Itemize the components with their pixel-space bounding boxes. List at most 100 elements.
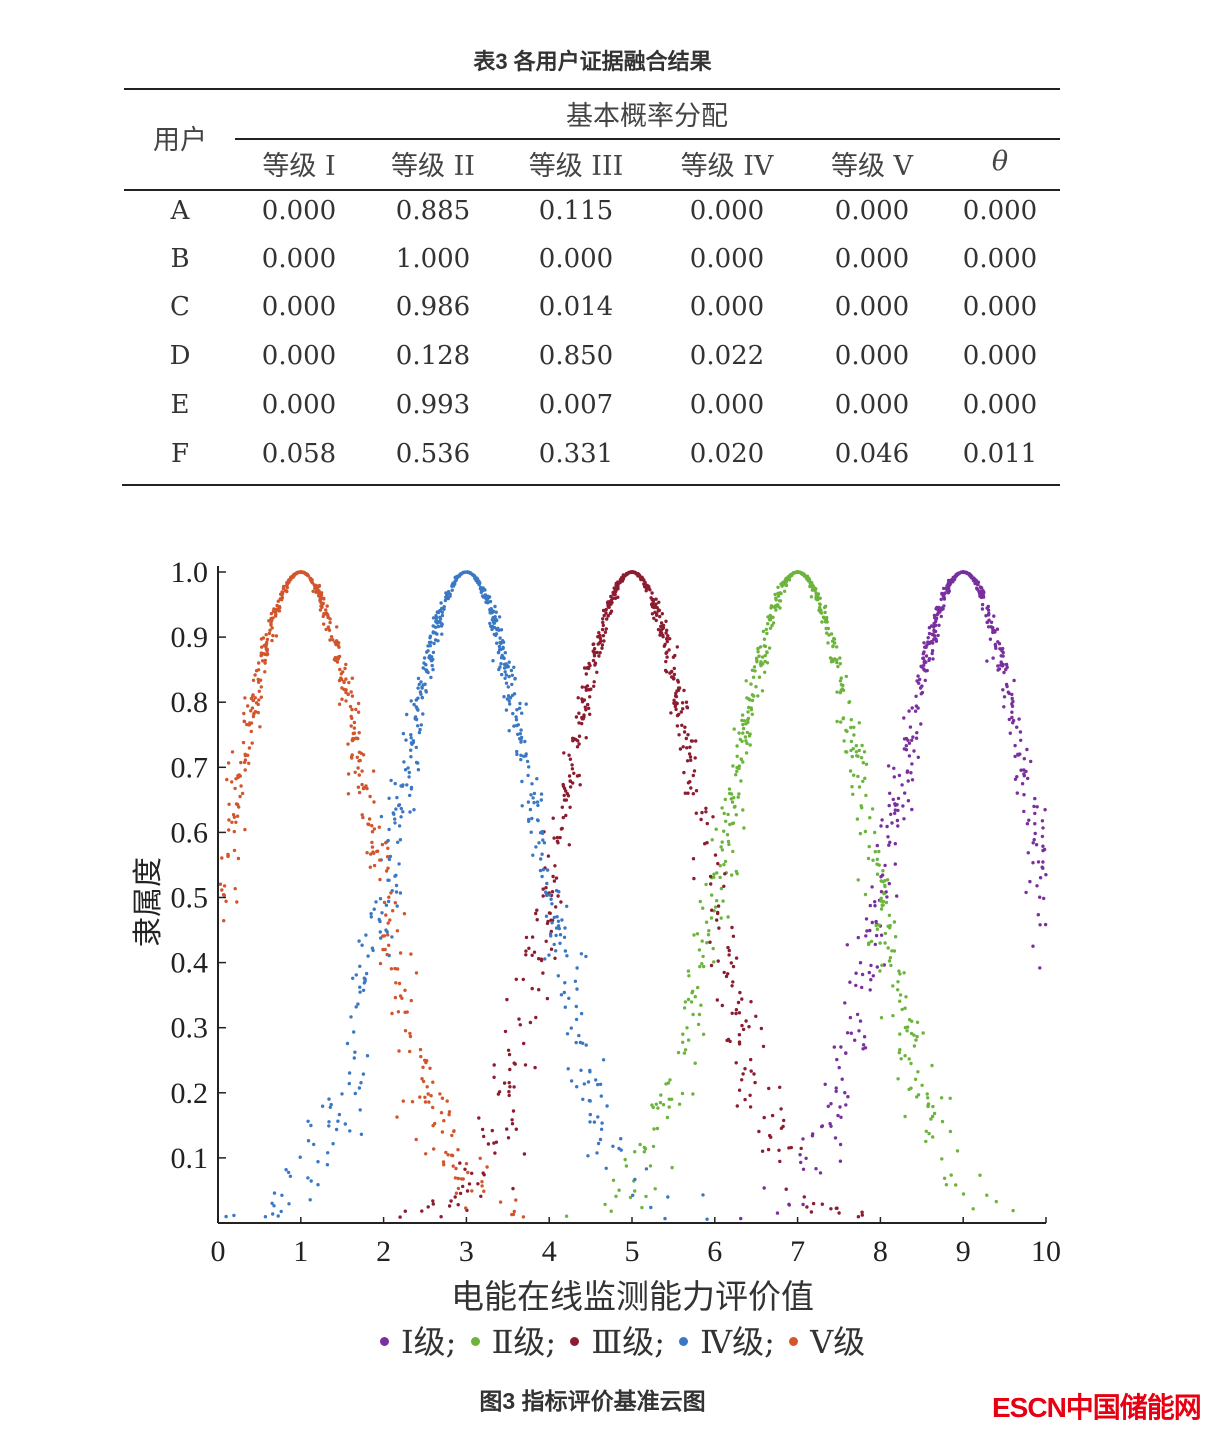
data-point <box>575 987 579 991</box>
data-point <box>343 1122 347 1126</box>
data-point <box>891 1014 895 1018</box>
data-point <box>337 1112 342 1117</box>
data-point <box>705 941 709 945</box>
data-point <box>532 791 537 796</box>
data-point <box>664 631 668 635</box>
data-point <box>835 719 839 724</box>
data-point <box>490 627 494 632</box>
data-point <box>485 597 490 602</box>
data-point <box>826 641 830 645</box>
data-point <box>671 676 676 680</box>
data-point <box>233 887 237 891</box>
data-point <box>312 1142 316 1147</box>
data-point <box>902 716 906 720</box>
data-point <box>396 840 400 844</box>
data-point <box>1031 861 1035 865</box>
data-point <box>515 708 519 712</box>
data-point <box>870 885 874 889</box>
data-point <box>540 852 544 856</box>
data-point <box>655 1126 660 1131</box>
data-point <box>691 989 695 993</box>
data-point <box>243 758 248 762</box>
data-point <box>372 863 377 868</box>
data-point <box>909 1061 913 1066</box>
data-point <box>896 988 900 992</box>
data-point <box>741 808 745 812</box>
data-point <box>718 864 722 868</box>
data-point <box>552 915 556 920</box>
data-point <box>356 701 361 706</box>
data-point <box>451 1164 455 1168</box>
data-point <box>414 705 418 709</box>
data-point <box>831 659 835 663</box>
data-point <box>854 750 859 754</box>
data-point <box>644 589 648 593</box>
data-point <box>408 793 412 798</box>
legend-dot <box>789 1337 799 1346</box>
data-point <box>431 657 435 662</box>
data-point <box>601 620 605 625</box>
data-point <box>902 971 906 975</box>
data-point <box>449 1153 454 1157</box>
data-point <box>730 925 734 930</box>
data-point <box>506 694 511 698</box>
data-point <box>312 583 316 587</box>
data-point <box>862 1035 867 1039</box>
data-point <box>507 1090 511 1094</box>
data-point <box>991 656 995 660</box>
row-user: C <box>170 292 190 322</box>
data-point <box>1019 738 1023 742</box>
data-point <box>493 604 497 609</box>
data-point <box>369 912 373 916</box>
data-point <box>1006 690 1010 694</box>
data-point <box>788 574 792 578</box>
data-point <box>574 1017 579 1022</box>
data-point <box>536 803 540 808</box>
y-tick-label: 0.9 <box>171 621 209 654</box>
data-point <box>887 881 891 886</box>
data-point <box>669 711 673 715</box>
data-point <box>837 1211 841 1215</box>
data-point <box>906 799 911 803</box>
data-point <box>1013 754 1017 759</box>
data-point <box>702 964 706 969</box>
data-point <box>633 1189 637 1193</box>
data-point <box>514 977 518 981</box>
data-point <box>530 782 534 786</box>
data-point <box>458 572 463 576</box>
data-point <box>741 731 745 735</box>
data-point <box>667 1097 671 1101</box>
legend-dot <box>570 1337 580 1346</box>
data-point <box>349 690 353 694</box>
data-point <box>601 1058 606 1062</box>
data-point <box>512 665 516 669</box>
data-point <box>392 812 396 816</box>
data-point <box>284 584 289 588</box>
data-point <box>763 659 767 664</box>
data-point <box>897 773 902 778</box>
data-point <box>519 728 523 732</box>
data-point <box>873 900 877 904</box>
data-point <box>849 725 853 730</box>
data-point <box>980 602 985 607</box>
data-point <box>813 588 817 592</box>
data-point <box>844 674 848 679</box>
data-point <box>854 983 858 988</box>
table-cell: 0.993 <box>395 390 471 420</box>
data-point <box>1042 896 1046 901</box>
data-point <box>907 741 912 745</box>
data-point <box>744 722 748 726</box>
data-point <box>323 612 327 616</box>
data-point <box>1035 805 1039 809</box>
data-point <box>1010 710 1014 714</box>
data-point <box>665 639 669 644</box>
data-point <box>747 705 751 710</box>
data-point <box>556 924 561 928</box>
data-point <box>701 1032 706 1036</box>
data-point <box>1031 841 1035 845</box>
data-point <box>871 974 875 978</box>
data-point <box>1032 804 1036 809</box>
data-point <box>650 605 655 609</box>
data-point <box>518 732 522 736</box>
data-point <box>835 645 839 649</box>
